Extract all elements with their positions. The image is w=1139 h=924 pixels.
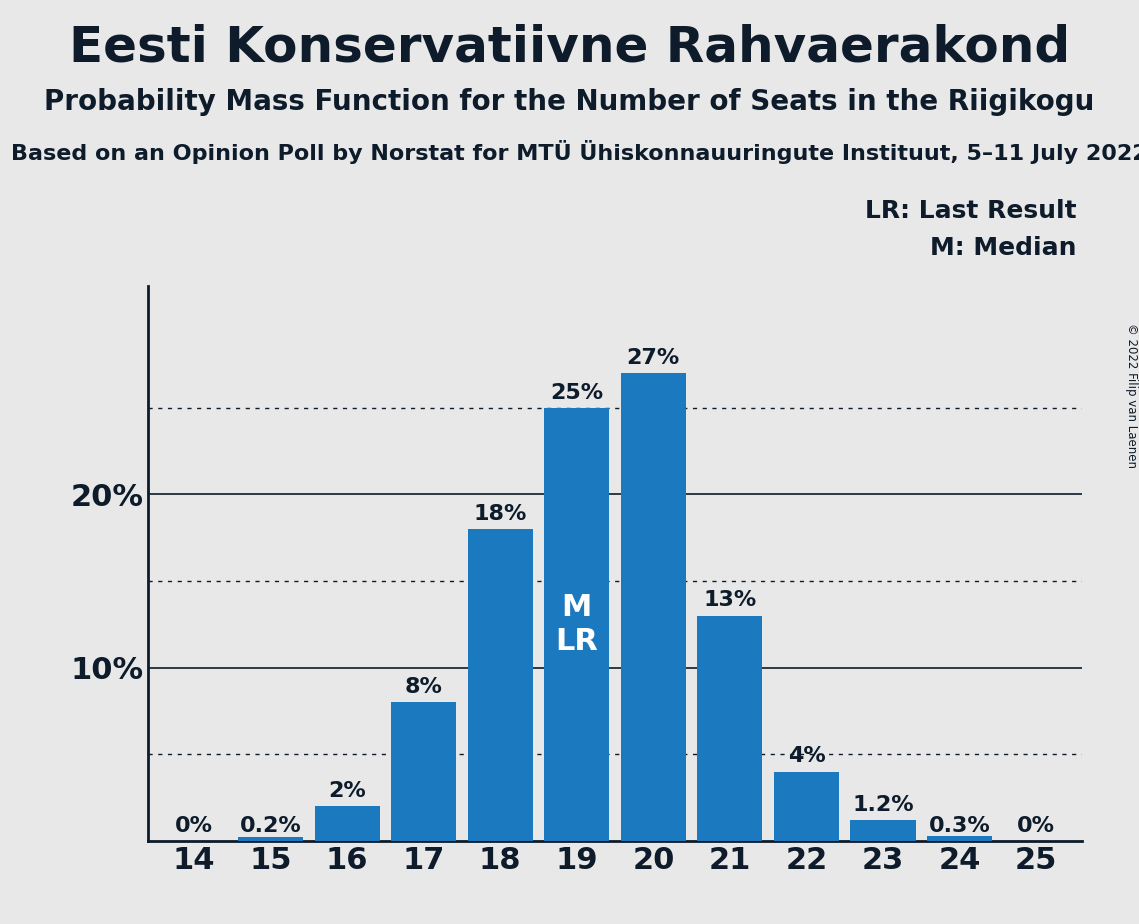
Text: 0.3%: 0.3% bbox=[928, 816, 991, 835]
Bar bbox=[621, 373, 686, 841]
Bar bbox=[773, 772, 839, 841]
Text: 27%: 27% bbox=[626, 347, 680, 368]
Text: 0.2%: 0.2% bbox=[239, 816, 302, 835]
Text: 2%: 2% bbox=[328, 781, 366, 801]
Text: 0%: 0% bbox=[1017, 816, 1055, 835]
Text: © 2022 Filip van Laenen: © 2022 Filip van Laenen bbox=[1124, 323, 1138, 468]
Text: 13%: 13% bbox=[703, 590, 756, 611]
Bar bbox=[851, 821, 916, 841]
Text: 25%: 25% bbox=[550, 383, 604, 403]
Text: M
LR: M LR bbox=[556, 593, 598, 655]
Text: M: Median: M: Median bbox=[929, 236, 1076, 260]
Bar bbox=[391, 702, 457, 841]
Bar bbox=[544, 407, 609, 841]
Text: Based on an Opinion Poll by Norstat for MTÜ Ühiskonnauuringute Instituut, 5–11 J: Based on an Opinion Poll by Norstat for … bbox=[11, 140, 1139, 164]
Text: 0%: 0% bbox=[175, 816, 213, 835]
Text: 1.2%: 1.2% bbox=[852, 795, 913, 815]
Text: Eesti Konservatiivne Rahvaerakond: Eesti Konservatiivne Rahvaerakond bbox=[68, 23, 1071, 71]
Text: 8%: 8% bbox=[404, 677, 443, 697]
Text: Probability Mass Function for the Number of Seats in the Riigikogu: Probability Mass Function for the Number… bbox=[44, 88, 1095, 116]
Bar bbox=[927, 835, 992, 841]
Text: LR: Last Result: LR: Last Result bbox=[865, 199, 1076, 223]
Bar bbox=[468, 529, 533, 841]
Text: 18%: 18% bbox=[474, 504, 527, 524]
Bar bbox=[697, 615, 762, 841]
Bar bbox=[238, 837, 303, 841]
Bar bbox=[314, 806, 379, 841]
Text: 4%: 4% bbox=[787, 747, 826, 766]
